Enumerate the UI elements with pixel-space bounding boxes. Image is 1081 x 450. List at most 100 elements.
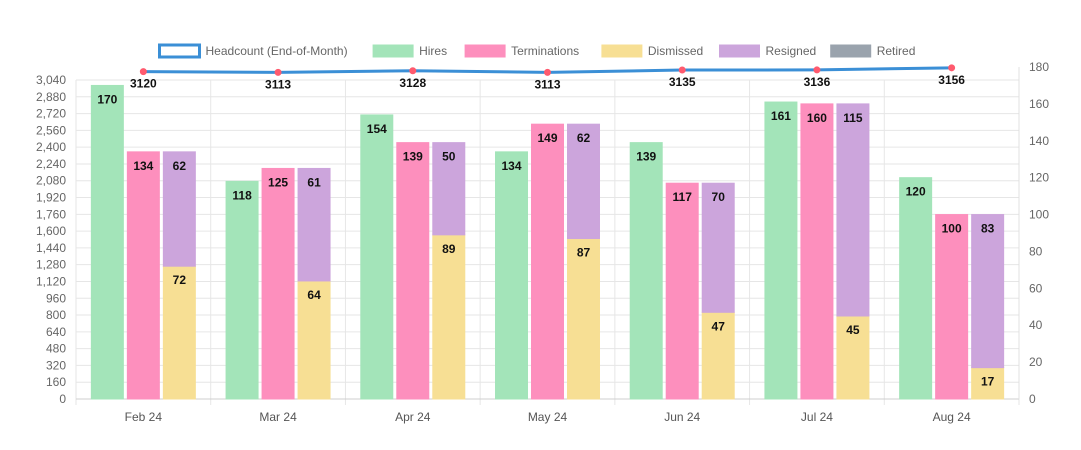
bar-terminations [126, 151, 160, 400]
legend-swatch-terminations[interactable] [464, 44, 506, 58]
right-axis-tick-label: 100 [1029, 208, 1049, 222]
headcount-data-label: 3128 [399, 76, 426, 90]
right-axis-tick-label: 160 [1029, 97, 1049, 111]
bar-resigned [701, 182, 735, 313]
bar-data-label: 154 [367, 122, 387, 136]
bar-dismissed [701, 311, 735, 400]
left-axis-tick-label: 0 [59, 392, 66, 406]
bar-data-label: 89 [442, 242, 456, 256]
bar-terminations [531, 123, 564, 400]
left-axis-tick-label: 1,600 [36, 224, 66, 238]
right-axis-tick-label: 180 [1029, 60, 1049, 74]
legend-swatch-headcount-end-of-month-[interactable] [158, 43, 201, 59]
bar-resigned [162, 151, 196, 267]
right-axis-tick-label: 80 [1029, 244, 1043, 258]
left-axis-tick-label: 1,760 [36, 207, 66, 221]
left-axis-tick-label: 1,120 [36, 274, 66, 288]
right-axis-tick-label: 140 [1029, 134, 1049, 148]
headcount-data-label: 3156 [938, 73, 965, 87]
bar-hires [225, 180, 259, 400]
headcount-point [274, 68, 282, 76]
headcount-data-label: 3113 [265, 77, 291, 91]
right-axis-tick-label: 0 [1029, 392, 1036, 406]
bar-terminations [800, 103, 834, 400]
headcount-point [813, 66, 821, 74]
bar-data-label: 161 [771, 109, 791, 123]
headcount-data-label: 3120 [130, 77, 157, 91]
legend-swatch-hires[interactable] [372, 44, 414, 58]
legend-label[interactable]: Hires [419, 44, 447, 58]
legend-swatch-dismissed[interactable] [601, 44, 643, 58]
bar-data-label: 118 [232, 188, 252, 202]
bar-data-label: 120 [906, 185, 926, 199]
headcount-point [139, 68, 147, 76]
headcount-data-label: 3136 [804, 75, 831, 89]
bar-data-label: 64 [307, 288, 321, 302]
bar-dismissed [836, 315, 870, 400]
left-axis-tick-label: 1,280 [36, 258, 66, 272]
bar-data-label: 115 [843, 111, 863, 125]
left-axis-tick-label: 2,400 [36, 140, 66, 154]
bar-terminations [665, 182, 699, 400]
headcount-data-label: 3113 [534, 77, 560, 91]
x-axis-category-label: Mar 24 [259, 410, 297, 424]
bar-hires [495, 151, 528, 400]
bar-hires [90, 84, 124, 400]
bar-hires [360, 114, 394, 400]
bar-dismissed [971, 367, 1005, 400]
bar-dismissed [297, 280, 331, 400]
bar-data-label: 100 [942, 222, 962, 236]
right-axis-tick-label: 60 [1029, 281, 1043, 295]
headcount-point [678, 66, 686, 74]
bar-data-label: 62 [173, 159, 187, 173]
bar-data-label: 134 [133, 159, 153, 173]
legend-label[interactable]: Resigned [766, 44, 817, 58]
bar-dismissed [432, 234, 466, 400]
bar-data-label: 50 [442, 150, 456, 164]
left-axis-tick-label: 960 [46, 291, 66, 305]
bar-data-label: 62 [577, 131, 591, 145]
x-axis-category-label: Aug 24 [933, 410, 971, 424]
legend-swatch-retired[interactable] [830, 44, 872, 58]
headcount-point [544, 68, 551, 76]
legend-swatch-resigned[interactable] [719, 44, 760, 58]
bar-data-label: 47 [712, 319, 726, 333]
left-axis-tick-label: 1,440 [36, 241, 66, 255]
left-axis-tick-label: 1,920 [36, 191, 66, 205]
bar-resigned [432, 142, 466, 236]
legend-label[interactable]: Terminations [511, 44, 579, 58]
bar-dismissed [162, 265, 196, 400]
bar-data-label: 83 [981, 222, 995, 236]
bar-data-label: 134 [501, 159, 521, 173]
bar-data-label: 70 [712, 190, 726, 204]
left-axis-tick-label: 480 [46, 342, 66, 356]
left-axis-tick-label: 160 [46, 375, 66, 389]
bar-hires [629, 142, 663, 400]
bar-data-label: 117 [673, 190, 693, 204]
bar-terminations [261, 167, 295, 400]
headcount-data-label: 3135 [669, 75, 696, 89]
left-axis-tick-label: 2,080 [36, 174, 66, 188]
bar-resigned [971, 214, 1005, 369]
bar-resigned [297, 167, 331, 282]
bar-dismissed [567, 238, 600, 400]
bar-data-label: 139 [403, 150, 423, 164]
right-axis-tick-label: 120 [1029, 171, 1049, 185]
bar-terminations [396, 142, 430, 400]
bar-data-label: 17 [981, 375, 995, 389]
legend-label[interactable]: Headcount (End-of-Month) [206, 44, 348, 58]
legend-label[interactable]: Retired [877, 44, 916, 58]
bar-data-label: 170 [97, 92, 117, 106]
legend-label[interactable]: Dismissed [648, 44, 703, 58]
bar-resigned [567, 123, 600, 240]
x-axis-category-label: May 24 [528, 410, 568, 424]
bar-data-label: 72 [173, 273, 187, 287]
x-axis-category-label: Jul 24 [801, 410, 833, 424]
left-axis-tick-label: 2,240 [36, 157, 66, 171]
left-axis-tick-label: 320 [46, 358, 66, 372]
headcount-point [409, 67, 417, 75]
bar-data-label: 139 [636, 150, 656, 164]
bar-data-label: 45 [846, 323, 860, 337]
bar-data-label: 61 [307, 175, 321, 189]
